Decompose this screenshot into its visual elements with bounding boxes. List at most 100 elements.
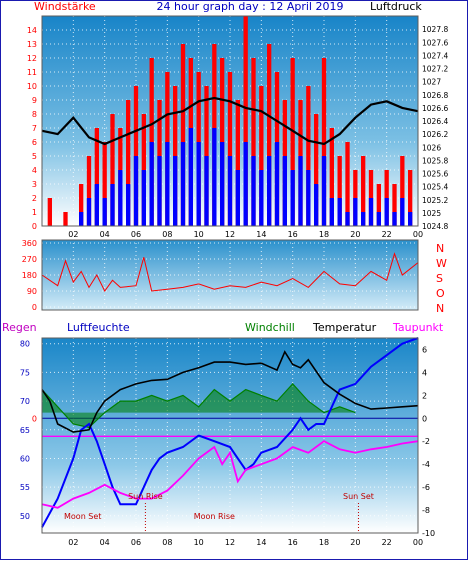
wind-gust-bar: [368, 198, 374, 226]
wind-speed-bar: [63, 212, 68, 226]
wind-gust-bar: [220, 142, 225, 226]
pressure-y-tick-label: 1025.4: [422, 183, 448, 192]
wind-speed-bar: [361, 156, 366, 226]
wind-gust-bar: [298, 156, 303, 226]
x-tick-label: 22: [382, 230, 392, 239]
wind-gust-bar: [86, 198, 92, 226]
humidity-y-tick-label: 60: [20, 454, 30, 463]
luftdruck-label: Luftdruck: [370, 0, 422, 13]
x-tick-label: 18: [319, 230, 329, 239]
dewpoint-line: [41, 440, 419, 509]
compass-label: N: [436, 302, 444, 315]
wind-y-tick-label: 5: [32, 152, 37, 161]
temperature-y-tick-label: -2: [422, 437, 430, 446]
temperature-y-tick-label: 6: [422, 345, 427, 354]
temperature-y-tick-label: 4: [422, 368, 427, 377]
wind-y-tick-label: 14: [27, 26, 37, 35]
pressure-y-tick-label: 1027.6: [422, 38, 448, 47]
wind-gust-bar: [196, 142, 201, 226]
temperature-humidity-plot-area: [42, 338, 418, 533]
wind-pressure-chart: 012345678910111213141024.810251025.21025…: [27, 15, 448, 239]
wind-speed-bar: [392, 184, 397, 226]
wind-speed-bar: [79, 184, 84, 226]
direction-y-tick-label: 270: [22, 255, 37, 264]
x-tick-label: 12: [225, 538, 235, 547]
wind-speed-bar: [102, 142, 107, 226]
x-tick-label: 16: [288, 538, 298, 547]
pressure-y-tick-label: 1025: [422, 209, 441, 218]
wind-gust-bar: [282, 156, 287, 226]
wind-y-tick-label: 3: [32, 180, 37, 189]
wind-speed-bar: [321, 58, 327, 226]
wind-gust-bar: [149, 142, 154, 226]
wind-gust-bar: [157, 156, 162, 226]
x-tick-label: 22: [382, 538, 392, 547]
x-tick-label: 00: [413, 538, 423, 547]
wind-speed-bar: [267, 44, 272, 226]
wind-speed-bar: [180, 44, 186, 226]
wind-gust-bar: [79, 212, 84, 226]
wind-gust-bar: [274, 142, 280, 226]
astro-annotation: Moon Set: [64, 512, 101, 521]
wind-y-tick-label: 8: [32, 110, 37, 119]
direction-y-tick-label: 90: [27, 287, 37, 296]
compass-label: N: [436, 242, 444, 255]
windchill-line: [41, 383, 356, 429]
wind-gust-bar: [345, 212, 350, 226]
wind-gust-bar: [235, 170, 240, 226]
windstaerke-label: Windstärke: [34, 0, 96, 13]
compass-label: S: [436, 272, 443, 285]
wind-y-tick-label: 4: [32, 166, 37, 175]
wind-speed-bar: [337, 156, 342, 226]
wind-gust-bar: [353, 198, 358, 226]
wind-speed-bar: [259, 86, 264, 226]
x-tick-label: 12: [225, 230, 235, 239]
wind-speed-bar: [345, 142, 350, 226]
wind-speed-bar: [251, 58, 256, 226]
wind-speed-bar: [408, 170, 413, 226]
wind-y-tick-label: 7: [32, 124, 37, 133]
astro-annotation: Sun Set: [343, 492, 374, 501]
wind-gust-bar: [376, 212, 381, 226]
temperature-y-tick-label: -8: [422, 506, 430, 515]
legend-temperatur: Temperatur: [312, 321, 377, 334]
pressure-y-tick-label: 1025.2: [422, 196, 448, 205]
astro-annotation: Moon Rise: [194, 512, 235, 521]
wind-gust-bar: [337, 198, 342, 226]
wind-y-tick-label: 9: [32, 96, 37, 105]
pressure-y-tick-label: 1026: [422, 143, 441, 152]
x-tick-label: 14: [256, 230, 266, 239]
plot-border: [41, 337, 419, 534]
wind-speed-bar: [243, 16, 248, 226]
wind-gust-bar: [126, 184, 131, 226]
x-tick-label: 06: [131, 230, 141, 239]
wind-gust-bar: [180, 142, 186, 226]
zero-label: 0: [32, 414, 37, 423]
wind-gust-bar: [361, 212, 366, 226]
x-tick-label: 00: [413, 230, 423, 239]
pressure-y-tick-label: 1026.4: [422, 117, 448, 126]
wind-speed-bar: [306, 86, 311, 226]
wind-gust-bar: [94, 184, 99, 226]
wind-y-tick-label: 11: [27, 68, 37, 77]
temperature-y-tick-label: -6: [422, 483, 430, 492]
plot-border: [41, 239, 419, 311]
humidity-y-tick-label: 80: [20, 340, 30, 349]
wind-gust-bar: [110, 184, 115, 226]
wind-y-tick-label: 1: [32, 208, 37, 217]
wind-gust-bar: [290, 170, 295, 226]
temperature-y-tick-label: 0: [422, 414, 427, 423]
legend-windchill: Windchill: [245, 321, 295, 334]
wind-gust-bar: [243, 142, 248, 226]
temperature-line: [41, 350, 419, 433]
legend-regen: Regen: [2, 321, 37, 334]
temperature-y-tick-label: 2: [422, 391, 427, 400]
direction-y-tick-label: 180: [22, 271, 37, 280]
wind-gust-bar: [204, 156, 209, 226]
astro-annotation: Sun Rise: [128, 492, 163, 501]
x-tick-label: 18: [319, 538, 329, 547]
legend-taupunkt: Taupunkt: [392, 321, 444, 334]
wind-y-tick-label: 2: [32, 194, 37, 203]
